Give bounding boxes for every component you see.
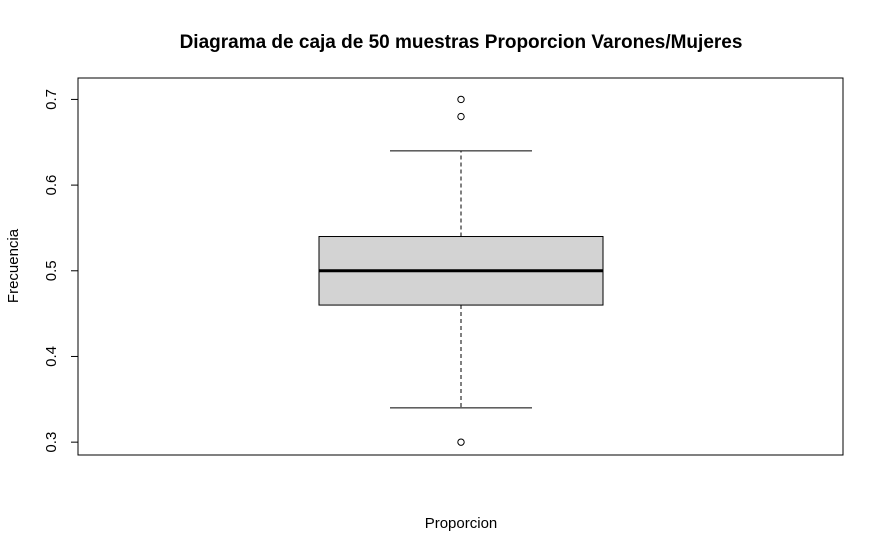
box-plot bbox=[318, 95, 604, 446]
y-tick-label: 0.7 bbox=[43, 89, 60, 110]
y-tick-label: 0.6 bbox=[43, 175, 60, 196]
outlier-point bbox=[457, 438, 465, 446]
y-tick-label: 0.3 bbox=[43, 432, 60, 453]
y-tick-label: 0.5 bbox=[43, 260, 60, 281]
chart-title: Diagrama de caja de 50 muestras Proporci… bbox=[180, 32, 743, 53]
x-axis-label: Proporcion bbox=[425, 515, 498, 532]
y-axis: 0.3 0.4 0.5 0.6 0.7 bbox=[43, 89, 79, 453]
y-tick-label: 0.4 bbox=[43, 346, 60, 367]
outlier-point bbox=[457, 95, 465, 104]
y-axis-label: Frecuencia bbox=[5, 228, 22, 303]
outlier-point bbox=[457, 112, 465, 121]
